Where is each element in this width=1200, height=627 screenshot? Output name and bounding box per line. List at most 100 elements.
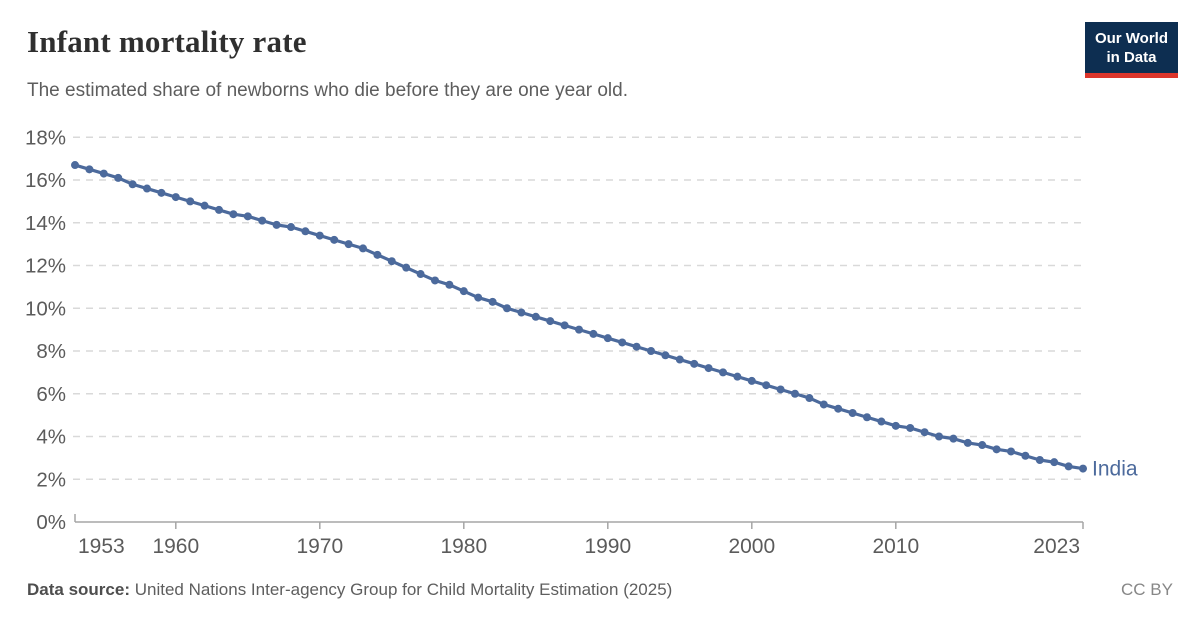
data-point[interactable] bbox=[1021, 451, 1030, 460]
data-point[interactable] bbox=[114, 173, 123, 182]
data-point[interactable] bbox=[949, 434, 958, 443]
data-point[interactable] bbox=[402, 263, 411, 272]
data-point[interactable] bbox=[1007, 447, 1015, 456]
data-point[interactable] bbox=[1035, 456, 1044, 465]
data-point[interactable] bbox=[215, 205, 223, 214]
data-point[interactable] bbox=[603, 334, 612, 343]
data-point[interactable] bbox=[762, 381, 771, 390]
data-point[interactable] bbox=[287, 223, 295, 232]
data-point[interactable] bbox=[1050, 458, 1059, 467]
x-tick-label: 1953 bbox=[78, 535, 125, 558]
y-tick-label: 16% bbox=[25, 169, 66, 192]
y-tick-label: 6% bbox=[36, 383, 66, 406]
data-point[interactable] bbox=[431, 276, 439, 285]
y-tick-label: 12% bbox=[25, 255, 66, 278]
data-point[interactable] bbox=[863, 413, 871, 422]
data-point[interactable] bbox=[848, 408, 857, 417]
data-point[interactable] bbox=[157, 188, 166, 197]
data-point[interactable] bbox=[258, 216, 267, 225]
x-tick-label: 2023 bbox=[1033, 535, 1080, 558]
y-tick-label: 0% bbox=[36, 511, 66, 534]
data-point[interactable] bbox=[171, 193, 180, 202]
data-point[interactable] bbox=[575, 325, 583, 334]
data-point[interactable] bbox=[675, 355, 684, 364]
data-point[interactable] bbox=[330, 235, 339, 244]
data-point[interactable] bbox=[589, 329, 598, 338]
data-source-label: Data source: bbox=[27, 580, 130, 599]
data-point[interactable] bbox=[661, 351, 670, 360]
data-point[interactable] bbox=[546, 317, 555, 326]
data-source: Data source: United Nations Inter-agency… bbox=[27, 580, 672, 600]
data-point[interactable] bbox=[906, 423, 915, 432]
data-point[interactable] bbox=[445, 280, 454, 289]
data-point[interactable] bbox=[935, 432, 943, 441]
x-tick-label: 1960 bbox=[152, 535, 199, 558]
data-point[interactable] bbox=[474, 293, 483, 302]
data-point[interactable] bbox=[690, 359, 699, 368]
data-point[interactable] bbox=[877, 417, 886, 426]
x-tick-label: 1990 bbox=[584, 535, 631, 558]
data-point[interactable] bbox=[373, 250, 382, 259]
y-tick-label: 14% bbox=[25, 212, 66, 235]
data-point[interactable] bbox=[891, 421, 900, 430]
data-point[interactable] bbox=[99, 169, 108, 178]
data-point[interactable] bbox=[531, 312, 540, 321]
data-point[interactable] bbox=[359, 244, 367, 253]
data-point[interactable] bbox=[517, 308, 526, 317]
data-point[interactable] bbox=[243, 212, 252, 221]
data-point[interactable] bbox=[315, 231, 324, 240]
data-point[interactable] bbox=[920, 428, 929, 437]
data-point[interactable] bbox=[200, 201, 209, 210]
data-point[interactable] bbox=[387, 257, 396, 266]
owid-logo-line1: Our World bbox=[1094, 30, 1168, 47]
data-point[interactable] bbox=[85, 165, 94, 174]
data-point[interactable] bbox=[1079, 464, 1087, 473]
y-tick-label: 18% bbox=[25, 126, 66, 149]
page-title: Infant mortality rate bbox=[27, 24, 307, 59]
data-point[interactable] bbox=[128, 180, 137, 189]
data-point[interactable] bbox=[618, 338, 627, 347]
data-source-text: United Nations Inter-agency Group for Ch… bbox=[129, 580, 673, 599]
data-point[interactable] bbox=[704, 364, 713, 373]
data-point[interactable] bbox=[992, 445, 1001, 454]
data-point[interactable] bbox=[834, 404, 843, 413]
data-point[interactable] bbox=[632, 342, 641, 351]
data-point[interactable] bbox=[719, 368, 727, 377]
data-point[interactable] bbox=[488, 297, 497, 306]
data-point[interactable] bbox=[747, 376, 756, 385]
data-point[interactable] bbox=[459, 287, 468, 296]
owid-logo-line2: in Data bbox=[1106, 49, 1157, 66]
data-point[interactable] bbox=[301, 227, 310, 236]
data-point[interactable] bbox=[560, 321, 569, 330]
data-point[interactable] bbox=[819, 400, 828, 409]
data-point[interactable] bbox=[503, 304, 511, 313]
y-tick-label: 8% bbox=[36, 340, 66, 363]
data-point[interactable] bbox=[229, 210, 238, 219]
y-tick-label: 4% bbox=[36, 426, 66, 449]
data-point[interactable] bbox=[776, 385, 785, 394]
y-tick-label: 2% bbox=[36, 468, 66, 491]
license-badge[interactable]: CC BY bbox=[1121, 580, 1173, 599]
data-point[interactable] bbox=[186, 197, 195, 206]
y-tick-label: 10% bbox=[25, 297, 66, 320]
data-point[interactable] bbox=[805, 394, 814, 403]
x-tick-label: 1980 bbox=[440, 535, 487, 558]
data-point[interactable] bbox=[272, 220, 281, 229]
series-label-india[interactable]: India bbox=[1092, 458, 1138, 481]
x-tick-label: 2010 bbox=[872, 535, 919, 558]
data-point[interactable] bbox=[978, 441, 987, 450]
data-point[interactable] bbox=[71, 161, 79, 170]
data-point[interactable] bbox=[344, 240, 353, 249]
data-point[interactable] bbox=[143, 184, 151, 193]
line-chart[interactable]: 0% 2% 4% 6% 8% 10% 12% 14% 16% 18% 1953 1960 1970 198… bbox=[0, 110, 1200, 565]
data-point[interactable] bbox=[647, 347, 655, 355]
data-point[interactable] bbox=[733, 372, 742, 381]
data-point[interactable] bbox=[416, 270, 425, 279]
data-point[interactable] bbox=[963, 438, 972, 447]
data-point[interactable] bbox=[1064, 462, 1073, 471]
x-tick-label: 2000 bbox=[728, 535, 775, 558]
owid-logo[interactable]: Our World in Data bbox=[1084, 22, 1178, 78]
data-point[interactable] bbox=[791, 389, 799, 398]
data-line-india[interactable] bbox=[73, 163, 1085, 471]
